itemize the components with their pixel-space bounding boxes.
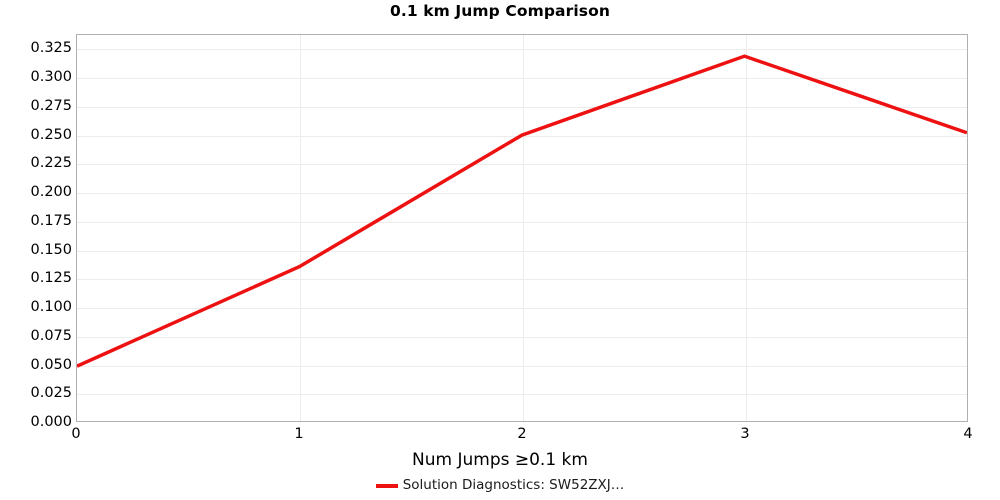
y-axis-tick-label: 0.200 [30,184,72,201]
gridline-horizontal [77,279,967,280]
y-axis-tick-label: 0.125 [30,270,72,287]
plot-area [76,34,968,422]
legend-line-swatch-icon [375,483,398,488]
x-axis-tick-label: 3 [740,426,750,442]
gridline-horizontal [77,78,967,79]
gridline-horizontal [77,164,967,165]
y-axis-tick-label: 0.100 [30,299,72,316]
chart-title: 0.1 km Jump Comparison [390,2,610,20]
y-axis-tick-label: 0.325 [30,40,72,57]
gridline-vertical [746,35,747,421]
y-axis-tick-label: 0.300 [30,69,72,86]
y-axis-tick-layer: 0.000 0.025 0.050 0.075 0.100 0.125 0.150 0.175… [0,0,72,500]
y-axis-tick-label: 0.000 [30,414,72,430]
data-series-layer [77,54,967,368]
legend-item[interactable]: Solution Diagnostics: SW52ZXJ… [375,477,625,493]
gridline-vertical [300,35,301,421]
y-axis-tick-label: 0.225 [30,155,72,172]
y-axis-tick-label: 0.275 [30,97,72,114]
gridline-horizontal [77,107,967,108]
y-axis-tick-label: 0.075 [30,327,72,344]
y-axis-tick-label: 0.050 [30,356,72,373]
y-axis-tick-label: 0.150 [30,241,72,258]
gridline-horizontal [77,251,967,252]
legend-label: Solution Diagnostics: SW52ZXJ… [402,477,625,493]
x-axis-tick-label: 1 [294,426,304,442]
y-axis-tick-label: 0.250 [30,126,72,143]
x-axis-tick-label: 0 [71,426,81,442]
x-axis-tick-label: 2 [517,426,527,442]
y-axis-tick-label: 0.175 [30,212,72,229]
x-axis-title: Num Jumps ≥0.1 km [412,450,588,470]
gridline-horizontal [77,193,967,194]
gridline-vertical [523,35,524,421]
series-line [77,54,967,368]
gridline-horizontal [77,366,967,367]
y-axis-tick-label: 0.025 [30,385,72,402]
gridline-horizontal [77,49,967,50]
gridline-horizontal [77,337,967,338]
gridline-horizontal [77,308,967,309]
chart-legend: Solution Diagnostics: SW52ZXJ… [0,478,1000,493]
gridline-horizontal [77,394,967,395]
x-axis-tick-label: 4 [963,426,973,442]
gridline-horizontal [77,222,967,223]
